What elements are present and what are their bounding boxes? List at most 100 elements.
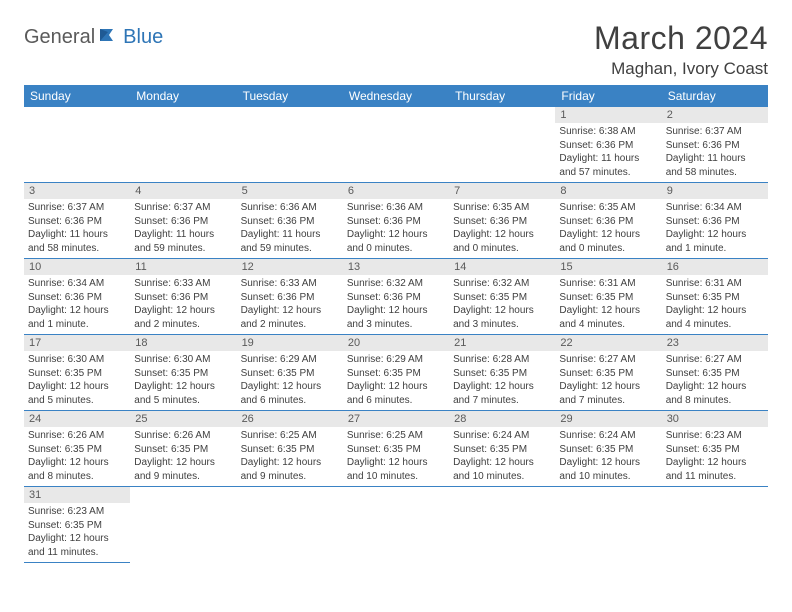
calendar-cell: 24 Sunrise: 6:26 AMSunset: 6:35 PMDayligh… <box>24 411 130 487</box>
calendar-cell: 27 Sunrise: 6:25 AMSunset: 6:35 PMDayligh… <box>343 411 449 487</box>
calendar-cell: 0 <box>24 107 130 183</box>
day-info: Sunrise: 6:23 AMSunset: 6:35 PMDaylight:… <box>28 505 126 559</box>
day-number: 22 <box>555 335 661 351</box>
day-info: Sunrise: 6:31 AMSunset: 6:35 PMDaylight:… <box>666 277 764 331</box>
day-number: 26 <box>237 411 343 427</box>
calendar-cell: 23Sunrise: 6:27 AMSunset: 6:35 PMDayligh… <box>662 335 768 411</box>
calendar-cell: 16Sunrise: 6:31 AMSunset: 6:35 PMDayligh… <box>662 259 768 335</box>
day-header-saturday: Saturday <box>662 85 768 107</box>
day-number: 30 <box>662 411 768 427</box>
day-info: Sunrise: 6:29 AMSunset: 6:35 PMDaylight:… <box>347 353 445 407</box>
day-info: Sunrise: 6:34 AMSunset: 6:36 PMDaylight:… <box>28 277 126 331</box>
calendar-cell: 29Sunrise: 6:24 AMSunset: 6:35 PMDayligh… <box>555 411 661 487</box>
calendar-cell: 12 Sunrise: 6:33 AMSunset: 6:36 PMDayligh… <box>237 259 343 335</box>
calendar-cell: 10 Sunrise: 6:34 AMSunset: 6:36 PMDayligh… <box>24 259 130 335</box>
day-info: Sunrise: 6:26 AMSunset: 6:35 PMDaylight:… <box>28 429 126 483</box>
month-title: March 2024 <box>594 20 768 57</box>
calendar-cell: 0 <box>449 107 555 183</box>
location: Maghan, Ivory Coast <box>594 59 768 79</box>
calendar-cell: 0 <box>130 487 236 563</box>
day-number: 25 <box>130 411 236 427</box>
day-info: Sunrise: 6:28 AMSunset: 6:35 PMDaylight:… <box>453 353 551 407</box>
day-number: 11 <box>130 259 236 275</box>
day-info: Sunrise: 6:24 AMSunset: 6:35 PMDaylight:… <box>559 429 657 483</box>
day-header-tuesday: Tuesday <box>237 85 343 107</box>
day-info: Sunrise: 6:35 AMSunset: 6:36 PMDaylight:… <box>559 201 657 255</box>
calendar-cell: 21 Sunrise: 6:28 AMSunset: 6:35 PMDayligh… <box>449 335 555 411</box>
day-number: 28 <box>449 411 555 427</box>
calendar-cell: 4 Sunrise: 6:37 AMSunset: 6:36 PMDaylight… <box>130 183 236 259</box>
calendar-cell: 15Sunrise: 6:31 AMSunset: 6:35 PMDayligh… <box>555 259 661 335</box>
calendar-cell: 20Sunrise: 6:29 AMSunset: 6:35 PMDayligh… <box>343 335 449 411</box>
day-number: 21 <box>449 335 555 351</box>
calendar-cell: 25 Sunrise: 6:26 AMSunset: 6:35 PMDayligh… <box>130 411 236 487</box>
calendar-cell: 6Sunrise: 6:36 AMSunset: 6:36 PMDaylight… <box>343 183 449 259</box>
day-number: 18 <box>130 335 236 351</box>
calendar-cell: 9Sunrise: 6:34 AMSunset: 6:36 PMDaylight… <box>662 183 768 259</box>
day-number: 7 <box>449 183 555 199</box>
day-info: Sunrise: 6:29 AMSunset: 6:35 PMDaylight:… <box>241 353 339 407</box>
day-header-wednesday: Wednesday <box>343 85 449 107</box>
calendar-cell: 30Sunrise: 6:23 AMSunset: 6:35 PMDayligh… <box>662 411 768 487</box>
calendar-cell: 17 Sunrise: 6:30 AMSunset: 6:35 PMDayligh… <box>24 335 130 411</box>
day-info: Sunrise: 6:30 AMSunset: 6:35 PMDaylight:… <box>134 353 232 407</box>
day-info: Sunrise: 6:37 AMSunset: 6:36 PMDaylight:… <box>134 201 232 255</box>
day-number: 5 <box>237 183 343 199</box>
day-info: Sunrise: 6:24 AMSunset: 6:35 PMDaylight:… <box>453 429 551 483</box>
day-info: Sunrise: 6:31 AMSunset: 6:35 PMDaylight:… <box>559 277 657 331</box>
calendar-cell: 28 Sunrise: 6:24 AMSunset: 6:35 PMDayligh… <box>449 411 555 487</box>
calendar-row: 24Sunrise: 6:26 AMSunset: 6:35 PMDayligh… <box>24 411 768 487</box>
day-number: 12 <box>237 259 343 275</box>
calendar-cell: 31Sunrise: 6:23 AMSunset: 6:35 PMDayligh… <box>24 487 130 563</box>
calendar-cell: 19Sunrise: 6:29 AMSunset: 6:35 PMDayligh… <box>237 335 343 411</box>
logo-text-general: General <box>24 26 95 49</box>
flag-icon <box>99 27 121 48</box>
day-info: Sunrise: 6:25 AMSunset: 6:35 PMDaylight:… <box>241 429 339 483</box>
day-info: Sunrise: 6:33 AMSunset: 6:36 PMDaylight:… <box>241 277 339 331</box>
logo: General Blue <box>24 26 163 49</box>
calendar-cell: 0 <box>449 487 555 563</box>
day-info: Sunrise: 6:35 AMSunset: 6:36 PMDaylight:… <box>453 201 551 255</box>
calendar-table: SundayMondayTuesdayWednesdayThursdayFrid… <box>24 85 768 563</box>
calendar-cell: 14Sunrise: 6:32 AMSunset: 6:35 PMDayligh… <box>449 259 555 335</box>
calendar-body: 000001Sunrise: 6:38 AMSunset: 6:36 PMDay… <box>24 107 768 563</box>
calendar-cell: 1 Sunrise: 6:38 AMSunset: 6:36 PMDaylight… <box>555 107 661 183</box>
day-number: 6 <box>343 183 449 199</box>
day-header-sunday: Sunday <box>24 85 130 107</box>
day-header-monday: Monday <box>130 85 236 107</box>
day-info: Sunrise: 6:38 AMSunset: 6:36 PMDaylight:… <box>559 125 657 179</box>
calendar-cell: 22 Sunrise: 6:27 AMSunset: 6:35 PMDayligh… <box>555 335 661 411</box>
day-info: Sunrise: 6:32 AMSunset: 6:36 PMDaylight:… <box>347 277 445 331</box>
day-info: Sunrise: 6:25 AMSunset: 6:35 PMDaylight:… <box>347 429 445 483</box>
calendar-row: 10 Sunrise: 6:34 AMSunset: 6:36 PMDayligh… <box>24 259 768 335</box>
calendar-cell: 0 <box>237 107 343 183</box>
day-number: 10 <box>24 259 130 275</box>
title-block: March 2024 Maghan, Ivory Coast <box>594 20 768 79</box>
day-number: 17 <box>24 335 130 351</box>
day-header-thursday: Thursday <box>449 85 555 107</box>
calendar-row: 3Sunrise: 6:37 AMSunset: 6:36 PMDaylight… <box>24 183 768 259</box>
day-info: Sunrise: 6:26 AMSunset: 6:35 PMDaylight:… <box>134 429 232 483</box>
day-number: 8 <box>555 183 661 199</box>
day-info: Sunrise: 6:30 AMSunset: 6:35 PMDaylight:… <box>28 353 126 407</box>
calendar-cell: 0 <box>343 107 449 183</box>
calendar-cell: 0 <box>662 487 768 563</box>
day-number: 13 <box>343 259 449 275</box>
day-info: Sunrise: 6:33 AMSunset: 6:36 PMDaylight:… <box>134 277 232 331</box>
calendar-cell: 0 <box>237 487 343 563</box>
calendar-cell: 0 <box>343 487 449 563</box>
day-number: 24 <box>24 411 130 427</box>
calendar-cell: 26 Sunrise: 6:25 AMSunset: 6:35 PMDayligh… <box>237 411 343 487</box>
calendar-row: 000001Sunrise: 6:38 AMSunset: 6:36 PMDay… <box>24 107 768 183</box>
day-info: Sunrise: 6:27 AMSunset: 6:35 PMDaylight:… <box>559 353 657 407</box>
calendar-cell: 8 Sunrise: 6:35 AMSunset: 6:36 PMDaylight… <box>555 183 661 259</box>
calendar-cell: 11 Sunrise: 6:33 AMSunset: 6:36 PMDayligh… <box>130 259 236 335</box>
calendar-cell: 0 <box>555 487 661 563</box>
day-number: 1 <box>555 107 661 123</box>
day-number: 4 <box>130 183 236 199</box>
calendar-cell: 2Sunrise: 6:37 AMSunset: 6:36 PMDaylight… <box>662 107 768 183</box>
day-number: 27 <box>343 411 449 427</box>
logo-text-blue: Blue <box>123 26 163 49</box>
calendar-cell: 18 Sunrise: 6:30 AMSunset: 6:35 PMDayligh… <box>130 335 236 411</box>
day-info: Sunrise: 6:37 AMSunset: 6:36 PMDaylight:… <box>666 125 764 179</box>
